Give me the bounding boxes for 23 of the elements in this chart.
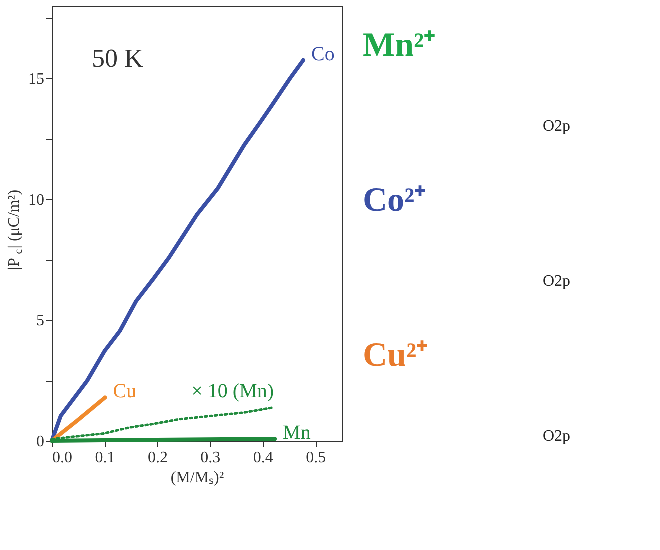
annotation: 50 K <box>92 44 144 73</box>
y-tick-label: 10 <box>28 192 44 209</box>
text: O2p <box>543 273 571 290</box>
text: Mn²⁺ <box>363 27 436 64</box>
y-tick-label: 0 <box>36 434 44 450</box>
x-axis-title: (M/Mₛ)² <box>170 470 224 486</box>
y-axis-title: |Pc| (μC/m²) <box>6 190 25 270</box>
x-tick-label: 0.2 <box>148 450 168 466</box>
x-tick-label: 0.0 <box>52 450 72 466</box>
series-label: Co <box>312 43 335 66</box>
series-label: Cu <box>113 380 137 403</box>
x-tick-label: 0.1 <box>95 450 116 466</box>
series-label: × 10 (Mn) <box>192 380 274 403</box>
text: Cu²⁺ <box>363 337 428 374</box>
text: O2p <box>543 118 571 135</box>
series-label: Mn <box>283 422 311 444</box>
text: Co²⁺ <box>363 182 426 219</box>
x-tick-label: 0.4 <box>253 450 274 466</box>
x-tick-label: 0.5 <box>306 450 326 466</box>
x-tick-label: 0.3 <box>200 450 221 466</box>
y-tick-label: 15 <box>28 71 44 88</box>
y-tick-label: 5 <box>36 312 44 330</box>
text: O2p <box>543 428 571 445</box>
